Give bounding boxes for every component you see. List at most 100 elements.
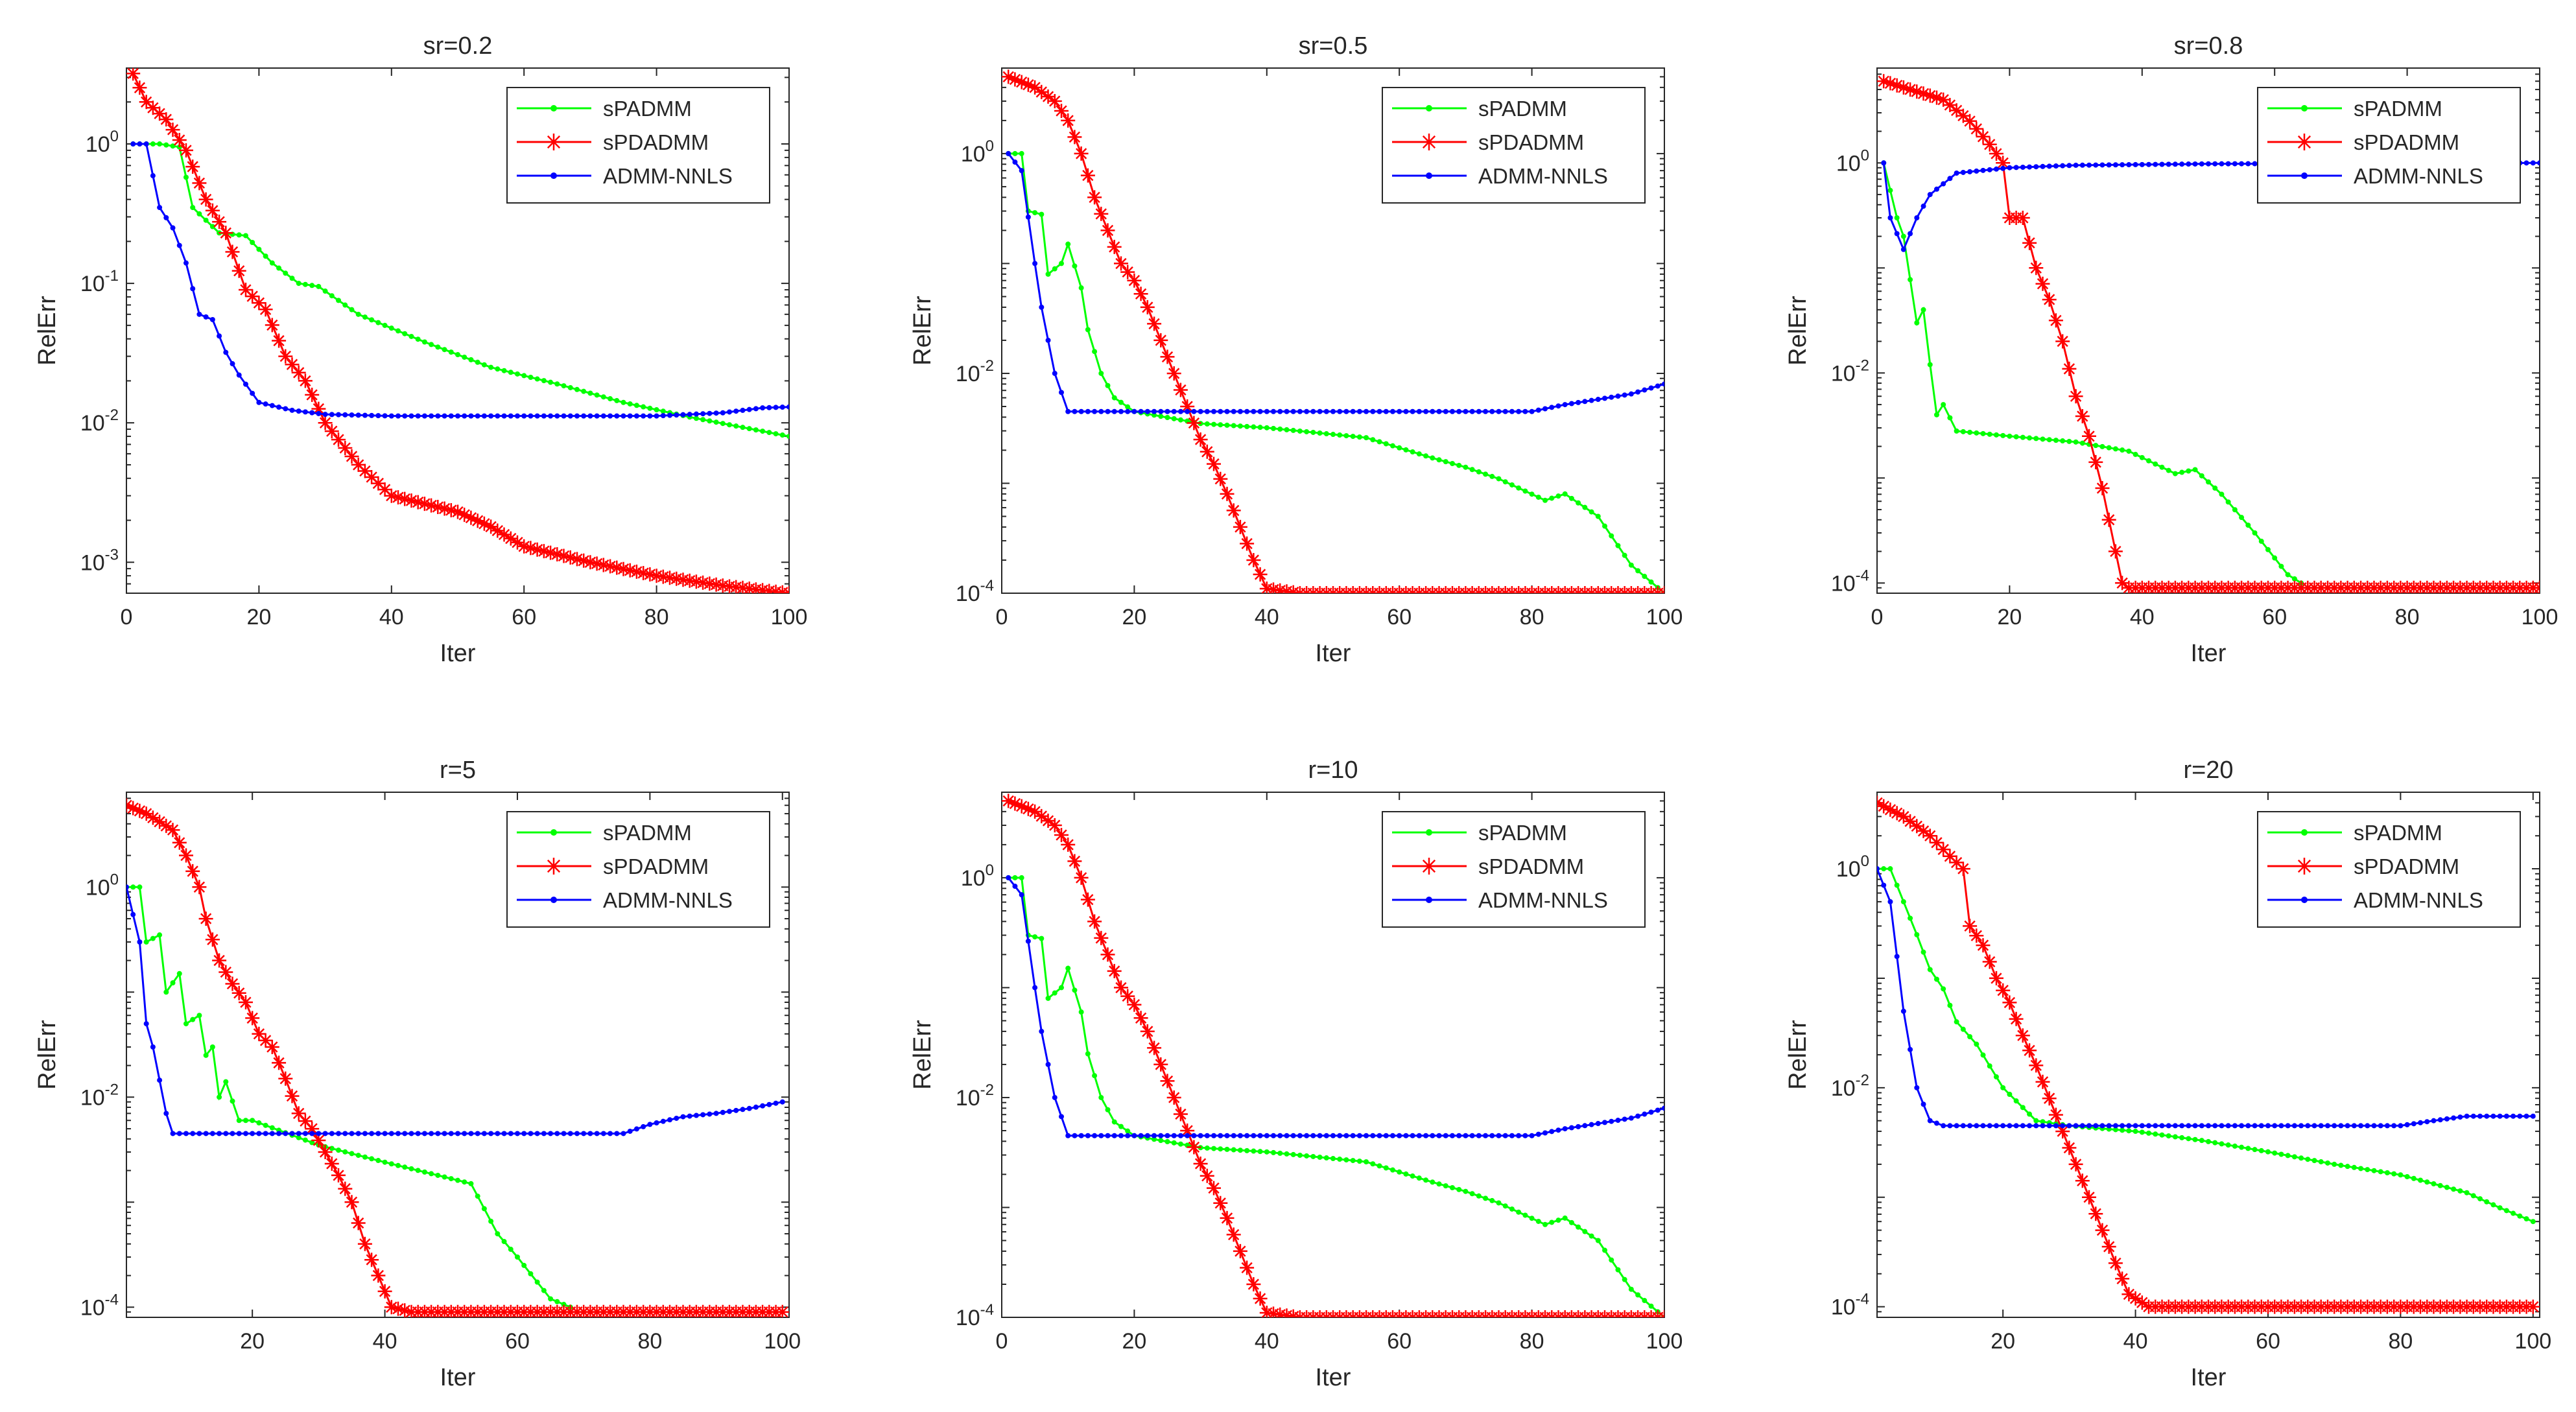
data-point xyxy=(1054,104,1069,118)
legend-label: sPADMM xyxy=(1478,97,1567,121)
data-point xyxy=(219,965,233,980)
data-point xyxy=(2139,1123,2145,1129)
data-point xyxy=(150,935,156,941)
data-point xyxy=(1936,842,1951,857)
data-point xyxy=(1074,870,1089,885)
data-point xyxy=(1297,428,1303,434)
data-point xyxy=(1622,392,1627,398)
data-point xyxy=(2511,1210,2516,1216)
data-point xyxy=(581,413,587,419)
data-point xyxy=(2048,1107,2063,1122)
legend-label: ADMM-NNLS xyxy=(2354,888,2483,912)
data-point xyxy=(2133,161,2138,167)
data-point xyxy=(1078,1009,1084,1015)
data-point xyxy=(1118,1133,1124,1138)
data-point xyxy=(693,1112,699,1118)
data-point xyxy=(265,318,279,333)
data-point xyxy=(1152,408,1157,414)
data-point xyxy=(495,1131,501,1136)
data-point xyxy=(641,413,646,419)
data-point xyxy=(245,1011,260,1026)
data-point xyxy=(488,364,494,370)
data-point xyxy=(1522,408,1528,414)
data-point xyxy=(198,912,213,926)
x-tick-label: 80 xyxy=(644,605,669,630)
data-point xyxy=(291,365,306,380)
legend-marker xyxy=(545,858,562,875)
y-tick-base: 10 xyxy=(80,1085,105,1110)
data-point xyxy=(1304,1133,1310,1138)
y-tick-exponent: -2 xyxy=(1856,1072,1869,1089)
data-point xyxy=(391,490,405,505)
data-point xyxy=(2206,1138,2211,1144)
x-tick-label: 0 xyxy=(996,1329,1008,1354)
data-point xyxy=(1456,1186,1462,1192)
data-point xyxy=(2093,1123,2099,1129)
data-point xyxy=(1909,84,1924,99)
legend-label: ADMM-NNLS xyxy=(603,164,733,188)
data-point xyxy=(230,1131,235,1136)
data-point xyxy=(589,556,604,571)
data-point xyxy=(388,413,394,419)
data-point xyxy=(475,1131,480,1136)
x-tick-label: 100 xyxy=(2522,605,2558,630)
data-point xyxy=(2166,467,2171,473)
data-point xyxy=(1098,1133,1104,1138)
data-point xyxy=(265,1040,279,1054)
data-point xyxy=(548,1131,554,1136)
data-point xyxy=(1887,866,1893,872)
data-point xyxy=(2318,1123,2324,1129)
data-point xyxy=(656,569,670,584)
data-point xyxy=(1364,1159,1369,1165)
data-point xyxy=(1356,1159,1362,1164)
data-point xyxy=(2305,1123,2311,1129)
data-point xyxy=(256,1131,262,1136)
data-point xyxy=(272,333,287,348)
data-point xyxy=(1993,1074,1999,1080)
data-point xyxy=(779,405,785,410)
data-point xyxy=(130,912,136,917)
data-point xyxy=(574,386,580,392)
data-point xyxy=(766,430,772,436)
data-point xyxy=(2206,161,2211,167)
data-point xyxy=(1449,460,1455,466)
data-point xyxy=(760,405,766,411)
data-point xyxy=(1052,1094,1058,1100)
data-point xyxy=(1211,1133,1217,1138)
data-point xyxy=(1105,382,1111,388)
data-point xyxy=(682,573,697,588)
data-point xyxy=(1118,408,1124,414)
data-point xyxy=(654,1120,659,1126)
data-point xyxy=(1317,430,1323,436)
data-point xyxy=(495,1231,501,1237)
data-point xyxy=(2126,1123,2132,1129)
data-point xyxy=(1430,1133,1436,1138)
data-point xyxy=(2225,499,2231,505)
data-point xyxy=(1087,914,1102,929)
data-point xyxy=(309,1140,315,1146)
data-point xyxy=(1218,422,1223,428)
data-point xyxy=(1595,1238,1601,1243)
data-point xyxy=(667,412,673,418)
data-point xyxy=(2239,515,2245,521)
data-point xyxy=(143,141,149,147)
data-point xyxy=(329,293,335,299)
data-point xyxy=(289,276,295,281)
data-point xyxy=(1207,456,1221,471)
data-point xyxy=(2079,440,2085,446)
data-point xyxy=(318,416,333,430)
data-point xyxy=(567,413,573,419)
data-point xyxy=(1065,241,1071,247)
data-point xyxy=(357,1236,372,1251)
data-point xyxy=(421,339,427,345)
data-point xyxy=(1152,1136,1157,1142)
data-point xyxy=(165,123,180,137)
data-point xyxy=(382,1159,388,1165)
data-point xyxy=(302,1131,308,1136)
data-point xyxy=(1271,408,1277,414)
data-point xyxy=(1883,802,1898,817)
data-point xyxy=(1483,1195,1489,1201)
data-point xyxy=(1187,1140,1201,1155)
data-point xyxy=(1218,408,1223,414)
